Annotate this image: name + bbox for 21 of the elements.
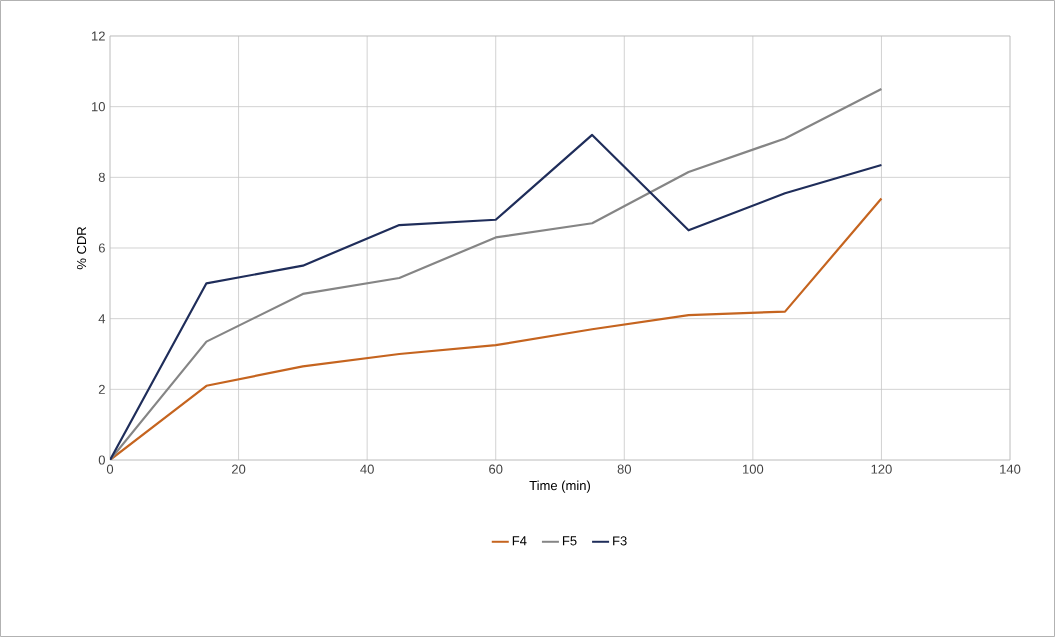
y-tick-label: 6	[98, 243, 105, 253]
x-tick-label: 100	[743, 464, 764, 474]
y-tick-label: 10	[91, 102, 105, 112]
x-tick-label: 80	[617, 464, 632, 474]
x-tick-label: 20	[232, 464, 246, 474]
legend-label: F3	[613, 536, 627, 546]
y-tick-label: 8	[98, 172, 105, 182]
legend-label: F4	[512, 536, 527, 546]
x-axis-title: Time (min)	[529, 480, 590, 493]
y-tick-label: 12	[91, 31, 105, 41]
y-tick-label: 4	[98, 314, 106, 324]
x-tick-label: 40	[360, 464, 374, 474]
x-tick-label: 140	[1000, 464, 1021, 474]
legend-label: F5	[562, 536, 577, 546]
y-tick-label: 2	[98, 384, 105, 394]
x-tick-label: 60	[489, 464, 503, 474]
line-series	[110, 197, 883, 460]
y-axis-title: % CDR	[76, 226, 87, 270]
y-tick-label: 0	[98, 455, 105, 465]
x-tick-label: 0	[106, 464, 114, 474]
x-tick-label: 120	[871, 464, 892, 474]
